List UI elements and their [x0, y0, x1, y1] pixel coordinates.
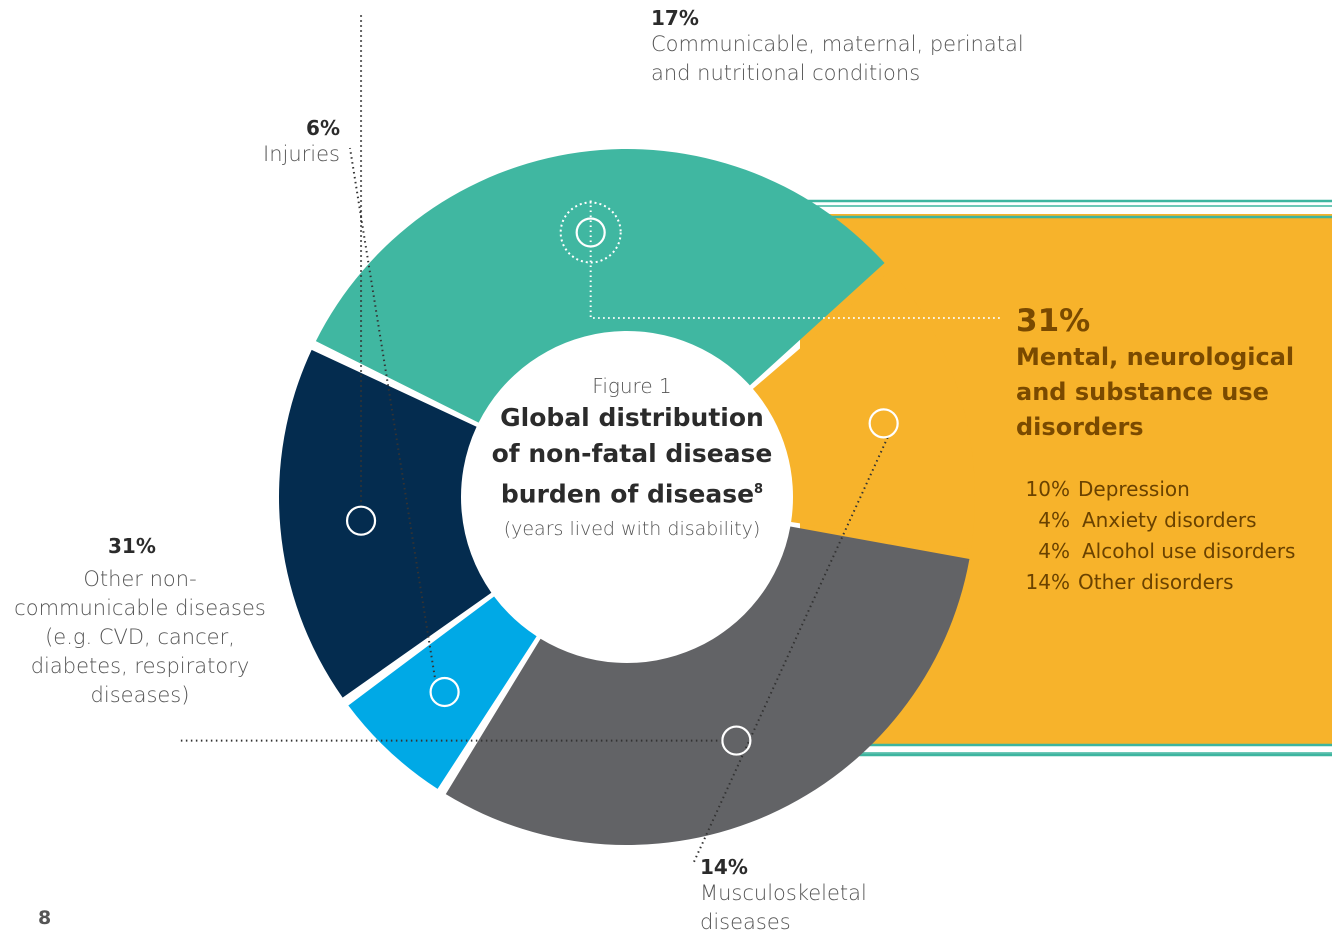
slice-label-other-ncd: Other non- communicable diseases (e.g. C…	[10, 565, 270, 710]
breakdown-pct: 4%	[1038, 539, 1070, 563]
page-number: 8	[38, 907, 52, 929]
slice-name-line: diseases)	[90, 683, 190, 707]
slice-communicable	[279, 349, 492, 698]
breakdown-name: Anxiety disorders	[1082, 508, 1257, 532]
marker-other-ncd	[721, 725, 752, 756]
slice-pct: 17%	[651, 6, 699, 30]
slice-name-line: diabetes, respiratory	[30, 654, 250, 678]
figure-label: Figure 1	[592, 374, 672, 398]
marker-communicable	[345, 505, 377, 536]
breakdown-name: Depression	[1078, 477, 1190, 501]
breakdown-row: 4% Anxiety disorders	[1016, 505, 1295, 536]
slice-name-line: diseases	[700, 910, 791, 934]
slice-pct: 14%	[700, 855, 748, 879]
slice-name-line: Musculoskeletal	[700, 881, 867, 905]
slice-injuries	[348, 596, 537, 789]
breakdown-name: Other disorders	[1078, 570, 1234, 594]
breakdown-pct: 4%	[1038, 508, 1070, 532]
slice-label-mental: 31% Mental, neurological and substance u…	[1016, 302, 1294, 445]
slice-pct: 31%	[108, 534, 156, 558]
slice-name-line: Injuries	[263, 142, 340, 166]
breakdown-pct: 10%	[1025, 477, 1070, 501]
marker-injuries	[429, 676, 460, 708]
slice-pct-other-ncd: 31%	[108, 534, 156, 558]
figure-center-text: Figure 1 Global distribution of non-fata…	[462, 372, 802, 546]
figure-title-line: burden of disease	[500, 479, 755, 509]
breakdown-row: 14% Other disorders	[1016, 567, 1295, 598]
slice-label-injuries: 6% Injuries	[262, 116, 340, 169]
leader-injuries	[349, 147, 437, 683]
slice-name-line: (e.g. CVD, cancer,	[45, 625, 235, 649]
slice-other-ncd	[445, 526, 970, 845]
slice-musculoskeletal	[752, 270, 975, 550]
figure-title-line-last: burden of disease8	[462, 472, 802, 512]
leader-mental	[589, 200, 1000, 319]
slice-name-line: Mental, neurological	[1016, 343, 1295, 371]
breakdown-name: Alcohol use disorders	[1082, 539, 1296, 563]
slice-name-line: disorders	[1016, 413, 1144, 441]
footnote-ref: 8	[754, 482, 764, 497]
breakdown-pct: 14%	[1025, 570, 1070, 594]
figure-subtitle: (years lived with disability)	[503, 518, 761, 541]
slice-name-line: Other non-	[83, 567, 197, 591]
breakdown-list: 10% Depression 4% Anxiety disorders 4% A…	[1016, 474, 1296, 598]
slice-name-line: and substance use	[1016, 378, 1269, 406]
marker-mental	[575, 217, 606, 248]
figure-title-line: Global distribution	[500, 403, 764, 432]
breakdown-row: 4% Alcohol use disorders	[1016, 536, 1295, 567]
slice-name-line: communicable diseases	[14, 596, 266, 620]
slice-name-line: Communicable, maternal, perinatal	[651, 32, 1024, 56]
slice-mental	[315, 149, 885, 423]
marker-musculoskeletal	[868, 408, 899, 439]
slice-pct: 6%	[306, 116, 340, 140]
slice-name-line: and nutritional conditions	[651, 61, 921, 85]
leader-musculoskeletal	[692, 436, 889, 865]
marker-halo	[559, 201, 622, 264]
breakdown-row: 10% Depression	[1016, 474, 1295, 505]
slice-pct: 31%	[1016, 303, 1091, 339]
slice-label-communicable: 17% Communicable, maternal, perinatal an…	[651, 6, 1024, 88]
slice-label-musculoskeletal: 14% Musculoskeletal diseases	[700, 855, 867, 937]
figure-title-line: of non-fatal disease	[491, 439, 773, 468]
